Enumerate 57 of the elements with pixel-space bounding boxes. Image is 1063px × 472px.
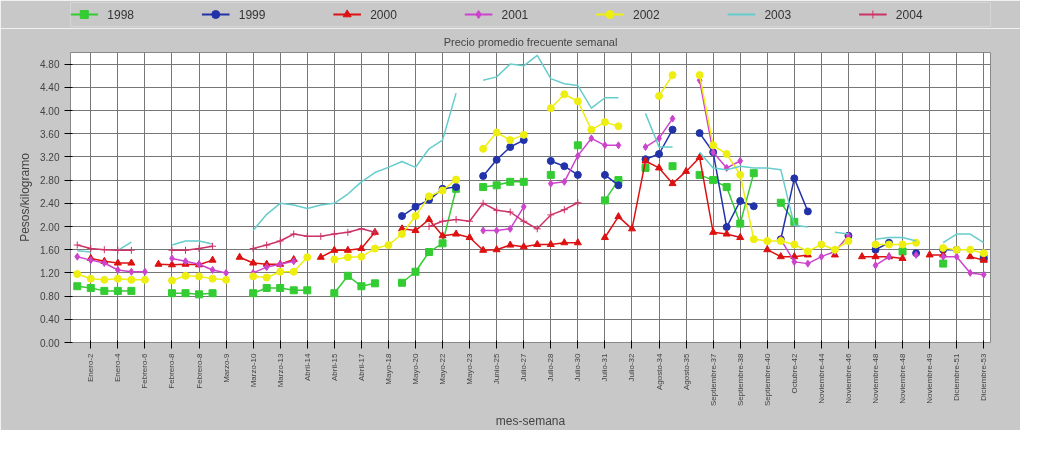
y-tick-label: 2.80 [40,175,60,187]
x-tick-label: Mayo-23 [465,352,475,385]
x-tick-label: Abril-17 [356,352,366,382]
x-tick-label: Julio-27 [519,352,529,382]
x-tick-label: Febrero-8 [167,352,177,389]
x-tick-label: Julio-28 [546,352,556,382]
y-tick-label: 3.60 [40,128,60,140]
x-tick-label: Noviembre-46 [843,352,853,404]
y-tick-label: 4.80 [40,59,60,71]
x-tick-label: Marzo-9 [221,352,231,383]
legend-label: 1999 [238,8,266,22]
x-tick-label: Enero-4 [113,352,123,382]
y-axis-title: Pesos/kilogramo [18,152,33,242]
x-tick-label: Junio-25 [492,352,502,385]
x-tick-label: Octubre-42 [789,352,799,394]
x-tick-label: Enero-2 [86,352,96,382]
x-tick-label: Agosto-34 [654,352,664,390]
x-axis-title: mes-semana [495,413,566,428]
x-tick-label: Septiembre-40 [762,352,772,406]
x-tick-label: Mayo-20 [411,352,420,385]
legend-label: 2000 [370,8,398,22]
x-tick-label: Marzo-13 [275,352,285,388]
legend-label: 1998 [107,8,135,22]
y-tick-label: 3.20 [40,151,60,163]
x-tick-label: Noviembre-48 [871,352,880,404]
x-tick-label: Julio-30 [573,352,583,382]
x-tick-label: Mayo-22 [438,352,448,385]
legend-label: 2003 [764,8,792,22]
x-tick-label: Julio-32 [627,352,637,382]
x-tick-label: Diciembre-51 [952,352,962,402]
y-tick-label: 1.20 [40,267,60,279]
y-tick-label: 0.80 [40,291,60,303]
x-tick-label: Febrero-8 [194,352,204,389]
legend-label: 2001 [501,8,529,22]
y-tick-label: 4.00 [40,105,60,117]
x-tick-label: Agosto-35 [681,352,691,390]
x-tick-label: Noviembre-48 [898,352,908,404]
x-tick-label: Marzo-10 [248,352,258,388]
x-tick-label: Septiembre-37 [708,352,718,406]
x-tick-label: Septiembre-38 [735,352,745,406]
x-tick-label: Mayo-18 [383,352,393,385]
y-tick-label: 4.40 [40,82,60,94]
y-tick-label: 0.40 [40,314,60,326]
y-tick-label: 2.00 [40,221,60,233]
y-tick-label: 0.00 [40,337,60,349]
chart-title: Precio promedio frecuente semanal [443,35,618,48]
x-tick-label: Julio-31 [600,352,610,382]
x-tick-label: Noviembre-49 [925,352,935,404]
x-tick-label: Abril-15 [329,352,339,382]
legend-label: 2002 [633,8,661,22]
x-tick-label: Diciembre-53 [979,352,989,402]
y-tick-label: 2.40 [40,198,60,210]
y-tick-label: 1.60 [40,244,60,256]
x-tick-label: Abril-14 [302,352,312,382]
legend-label: 2004 [895,8,923,22]
x-tick-label: Noviembre-44 [816,352,826,404]
x-tick-label: Febrero-6 [140,352,150,389]
